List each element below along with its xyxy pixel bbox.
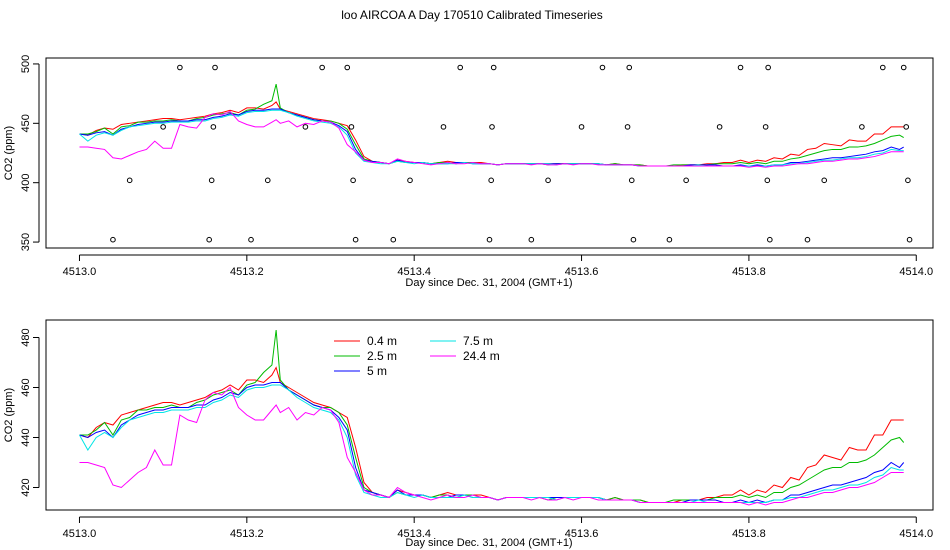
y-tick-label: 400: [20, 174, 32, 192]
marker-point: [765, 64, 771, 71]
series-line-0-4-m: [79, 101, 904, 167]
marker-point: [628, 177, 635, 184]
marker-point: [440, 124, 447, 130]
marker-point: [160, 124, 166, 130]
marker-point: [348, 124, 355, 130]
marker-point: [859, 124, 865, 130]
panel1-y-axis-title: CO2 (ppm): [3, 126, 15, 180]
panel2-y-axis: 420 440 460 480: [20, 328, 40, 497]
legend-label: 5 m: [367, 364, 387, 378]
marker-point: [457, 64, 464, 71]
marker-point: [264, 177, 271, 184]
marker-point: [683, 177, 689, 184]
marker-point: [545, 177, 551, 184]
marker-point: [737, 64, 744, 71]
marker-point: [177, 64, 183, 71]
legend-label: 7.5 m: [463, 334, 493, 348]
x-tick-label: 4513.0: [63, 528, 97, 540]
marker-point: [489, 124, 495, 130]
panel1-x-axis-title: Day since Dec. 31, 2004 (GMT+1): [405, 277, 572, 289]
x-tick-label: 4513.8: [732, 528, 766, 540]
chart-title: loo AIRCOA A Day 170510 Calibrated Times…: [341, 8, 602, 22]
marker-point: [906, 236, 913, 243]
marker-point: [666, 236, 673, 243]
marker-point: [212, 64, 218, 71]
marker-point: [762, 124, 769, 130]
x-tick-label: 4514.0: [899, 528, 933, 540]
y-tick-label: 440: [20, 428, 32, 446]
marker-point: [344, 64, 351, 71]
panel1-frame: [45, 57, 934, 249]
series-line-24-4-m: [79, 110, 904, 168]
legend-label: 24.4 m: [463, 349, 500, 363]
marker-point: [599, 64, 606, 71]
y-tick-label: 450: [20, 114, 32, 132]
marker-point: [578, 124, 585, 130]
marker-point: [764, 177, 771, 184]
x-tick-label: 4513.2: [230, 528, 264, 540]
panel1-lines: [79, 84, 904, 168]
legend: 0.4 m2.5 m5 m 7.5 m24.4 m: [334, 334, 500, 378]
marker-point: [879, 64, 886, 71]
panel2-lines: [79, 329, 905, 506]
x-tick-label: 4513.4: [397, 528, 431, 540]
marker-point: [352, 236, 359, 243]
marker-point: [630, 236, 637, 243]
marker-point: [528, 236, 535, 243]
series-line-24-4-m: [79, 386, 904, 506]
series-line-0-4-m: [79, 366, 904, 503]
marker-point: [626, 64, 633, 71]
y-tick-label: 500: [20, 55, 32, 73]
marker-point: [302, 124, 309, 130]
marker-point: [350, 177, 356, 184]
panel2-x-axis: 4513.0 4513.2 4513.4 4513.6 4513.8 4514.0: [63, 516, 933, 540]
y-tick-label: 480: [20, 328, 32, 346]
marker-point: [407, 177, 413, 184]
marker-point: [126, 177, 133, 184]
marker-point: [248, 236, 254, 243]
y-tick-label: 420: [20, 478, 32, 496]
panel2-x-axis-title: Day since Dec. 31, 2004 (GMT+1): [405, 537, 572, 549]
marker-point: [488, 177, 494, 184]
marker-point: [390, 236, 397, 243]
x-tick-label: 4513.6: [565, 528, 599, 540]
y-tick-label: 350: [20, 233, 32, 251]
panel1-markers: [110, 64, 913, 243]
marker-point: [804, 236, 811, 243]
legend-label: 2.5 m: [367, 349, 397, 363]
panel2-y-axis-title: CO2 (ppm): [3, 388, 15, 442]
x-tick-label: 4513.8: [732, 266, 766, 278]
panel1-x-axis: 4513.0 4513.2 4513.4 4513.6 4513.8 4514.0: [63, 254, 933, 278]
marker-point: [490, 64, 497, 71]
x-tick-label: 4513.0: [63, 266, 97, 278]
y-tick-label: 460: [20, 378, 32, 396]
marker-point: [624, 124, 631, 130]
panel2-frame: [45, 319, 934, 511]
marker-point: [486, 236, 493, 243]
panel1-y-axis: 350 400 450 500: [20, 55, 40, 251]
marker-point: [900, 64, 907, 71]
marker-point: [208, 177, 215, 184]
x-tick-label: 4513.6: [565, 266, 599, 278]
marker-point: [821, 177, 828, 184]
marker-point: [110, 236, 116, 243]
marker-point: [905, 177, 911, 184]
x-tick-label: 4514.0: [899, 266, 933, 278]
x-tick-label: 4513.2: [230, 266, 264, 278]
marker-point: [210, 124, 217, 130]
marker-point: [716, 124, 723, 130]
legend-label: 0.4 m: [367, 334, 397, 348]
marker-point: [206, 236, 212, 243]
x-tick-label: 4513.4: [397, 266, 431, 278]
series-line-7-5-m: [79, 384, 904, 503]
marker-point: [903, 124, 910, 130]
series-line-7-5-m: [79, 109, 904, 167]
marker-point: [767, 236, 773, 243]
marker-point: [319, 64, 325, 71]
